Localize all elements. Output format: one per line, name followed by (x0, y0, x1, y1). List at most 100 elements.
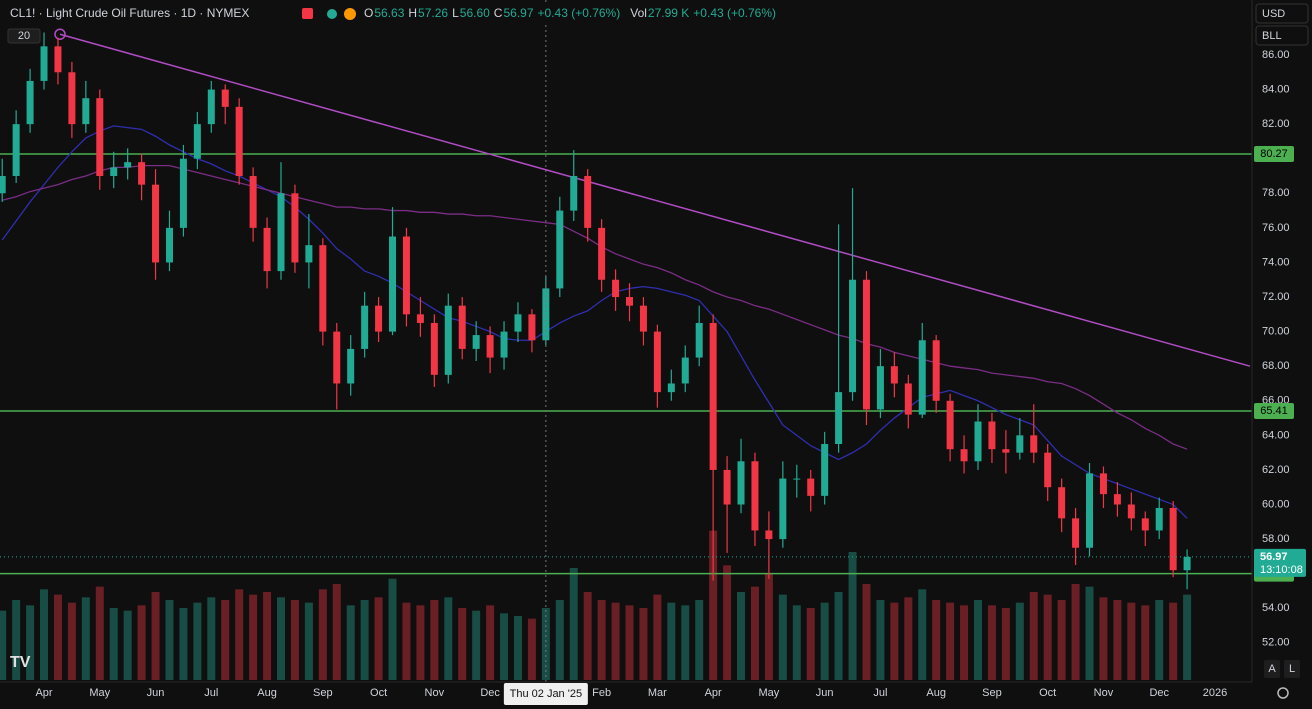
volume-bar (402, 602, 411, 680)
candle-body (277, 193, 285, 272)
corner-button[interactable] (1264, 660, 1280, 678)
x-tick-label: Apr (705, 687, 722, 699)
y-tick-label: 60.00 (1262, 498, 1290, 510)
candle-body (528, 314, 536, 341)
volume-bar (95, 586, 104, 680)
unit-button[interactable] (1255, 3, 1309, 24)
candle-body (82, 98, 90, 125)
candle-body (319, 245, 327, 332)
ohlc-key: L (452, 6, 459, 20)
corner-label[interactable]: L (1289, 663, 1295, 675)
volume-bar (862, 584, 871, 680)
volume-bar (750, 586, 759, 680)
volume-bar (249, 594, 258, 680)
candle-body (514, 314, 522, 332)
badge-box[interactable] (7, 28, 41, 44)
y-tick-label: 52.00 (1262, 637, 1290, 649)
x-tick-label: 2026 (1203, 687, 1227, 699)
candle-body (207, 89, 215, 125)
volume-bar (513, 616, 522, 680)
volume-bar (444, 597, 453, 680)
candle-body (1155, 507, 1163, 531)
corner-label[interactable]: A (1268, 663, 1276, 675)
corner-button[interactable] (1284, 660, 1300, 678)
logo: TV (10, 654, 31, 671)
y-tick-label: 70.00 (1262, 326, 1290, 338)
volume-bar (26, 605, 35, 680)
volume-bar (723, 565, 732, 680)
y-tick-label: 62.00 (1262, 464, 1290, 476)
candle-body (653, 331, 661, 393)
candle-body (96, 98, 104, 177)
level-label-box (1254, 402, 1294, 419)
volume-bar (346, 605, 355, 680)
candle-body (932, 340, 940, 401)
unit-label[interactable]: BLL (1262, 30, 1282, 42)
symbol: CL1! · Light Crude Oil Futures · 1D · NY… (10, 6, 249, 20)
ohlc-value: 57.26 (418, 6, 448, 20)
unit-button[interactable] (1255, 25, 1309, 46)
volume-bar (583, 592, 592, 680)
candle-body (626, 297, 633, 306)
volume-bar (890, 602, 899, 680)
x-tick-label: Oct (1039, 687, 1056, 699)
candle-body (40, 46, 48, 81)
volume-bar (137, 605, 146, 680)
candle-body (821, 443, 829, 496)
candle-body (110, 167, 118, 177)
logo-mark: TV (10, 654, 31, 671)
candle-body (458, 305, 466, 349)
x-tick-label: Oct (370, 687, 387, 699)
x-tick-label: Jul (204, 687, 218, 699)
volume-bar (987, 605, 996, 680)
x-tick-label: Feb (592, 687, 611, 699)
volume-bar (235, 589, 244, 680)
ohlc-value: 56.63 (374, 6, 404, 20)
candle-body (263, 227, 271, 272)
volume-bar (778, 594, 787, 680)
volume-bar (12, 600, 21, 680)
volume-bar (500, 613, 509, 680)
volume-bar (709, 530, 718, 680)
volume-bar (430, 600, 439, 680)
change: +0.43 (+0.76%) (538, 6, 621, 20)
trendline (59, 33, 1251, 367)
candle-body (472, 335, 480, 349)
candle-body (361, 305, 369, 349)
candle-body (416, 314, 424, 323)
settings-icon[interactable] (1277, 687, 1289, 699)
flag-icon[interactable] (302, 8, 313, 19)
candle-body (695, 322, 703, 358)
volume-bar (681, 605, 690, 680)
candle-body (1002, 449, 1010, 453)
volume-bar (151, 592, 160, 680)
axes: 52.0054.0056.0058.0060.0062.0064.0066.00… (35, 49, 1306, 705)
y-tick-label: 72.00 (1262, 291, 1290, 303)
y-tick-label: 76.00 (1262, 222, 1290, 234)
badge[interactable]: 20 (18, 30, 30, 42)
candle-body (1169, 507, 1177, 571)
candle-body (152, 184, 160, 263)
x-tick-label: Aug (926, 687, 946, 699)
volume-bar (1085, 586, 1094, 680)
volume-bar (109, 608, 118, 680)
trendline-anchor[interactable] (54, 28, 66, 40)
volume-bar (946, 602, 955, 680)
volume-bar (40, 589, 49, 680)
volume-bar (179, 608, 188, 680)
candle-body (430, 322, 438, 375)
volume-bar (569, 568, 578, 680)
ohlc-key: C (494, 6, 503, 20)
unit-label[interactable]: USD (1262, 8, 1285, 20)
candle-body (849, 279, 857, 393)
candle-body (960, 449, 968, 462)
y-tick-label: 86.00 (1262, 49, 1290, 61)
candle-body (904, 383, 912, 415)
candle-body (221, 89, 229, 107)
candle-body (1044, 452, 1052, 488)
volume-bar (1015, 602, 1024, 680)
candle-body (235, 106, 243, 177)
candle-body (26, 80, 34, 125)
volume-bar (764, 573, 773, 680)
